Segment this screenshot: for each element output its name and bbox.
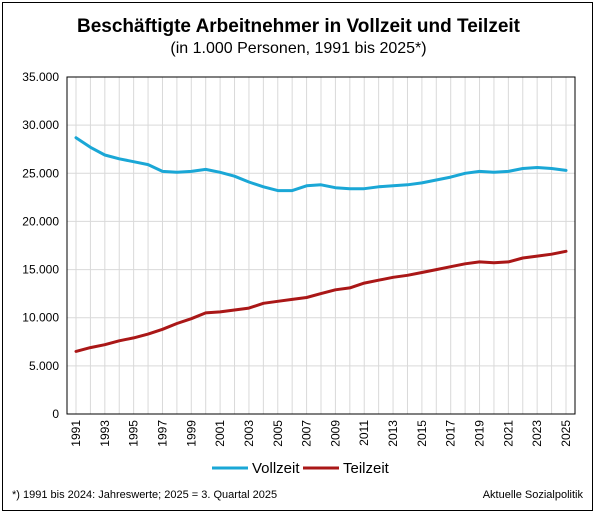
x-tick-label: 1991 [69, 420, 83, 447]
x-tick-label: 2003 [242, 420, 256, 447]
y-tick-label: 15.000 [22, 263, 59, 277]
y-tick-label: 20.000 [22, 214, 59, 228]
x-tick-label: 2025 [559, 420, 573, 447]
chart-frame [2, 2, 593, 511]
y-tick-label: 0 [52, 407, 59, 421]
x-tick-label: 2023 [530, 420, 544, 447]
x-tick-label: 2017 [444, 420, 458, 447]
x-tick-label: 2019 [473, 420, 487, 447]
x-tick-label: 2015 [415, 420, 429, 447]
y-tick-label: 35.000 [22, 70, 59, 84]
source-label: Aktuelle Sozialpolitik [482, 489, 583, 501]
legend: Vollzeit Teilzeit [212, 460, 390, 477]
x-tick-label: 2007 [300, 420, 314, 447]
chart-subtitle: (in 1.000 Personen, 1991 bis 2025*) [170, 40, 427, 57]
y-tick-label: 30.000 [22, 118, 59, 132]
legend-label-teilzeit: Teilzeit [343, 460, 390, 477]
series-line-vollzeit [74, 136, 568, 193]
grid-lines [67, 76, 575, 415]
y-axis-ticks: 0 5.000 10.000 15.000 20.000 25.000 30.000 35.0… [22, 70, 59, 421]
x-axis-ticks: 1991 1993 1995 1997 1999 2001 2003 2005 2007 2009… [69, 420, 573, 447]
footnote: *) 1991 bis 2024: Jahreswerte; 2025 = 3.… [12, 489, 278, 501]
x-tick-label: 1995 [127, 420, 141, 447]
x-tick-label: 2021 [501, 420, 515, 447]
x-tick-label: 1997 [155, 420, 169, 447]
y-tick-label: 10.000 [22, 311, 59, 325]
y-tick-label: 5.000 [29, 359, 59, 373]
x-tick-label: 2001 [213, 420, 227, 447]
x-tick-label: 2013 [386, 420, 400, 447]
series-lines [74, 136, 568, 353]
x-tick-label: 2009 [328, 420, 342, 447]
x-tick-label: 2011 [357, 420, 371, 446]
y-tick-label: 25.000 [22, 166, 59, 180]
x-tick-label: 1993 [98, 420, 112, 447]
series-line-teilzeit [74, 249, 568, 353]
plot-area [66, 76, 576, 415]
chart-title: Beschäftigte Arbeitnehmer in Vollzeit un… [76, 16, 521, 37]
x-tick-label: 2005 [271, 420, 285, 447]
x-tick-label: 1999 [184, 420, 198, 447]
legend-label-vollzeit: Vollzeit [252, 460, 300, 477]
